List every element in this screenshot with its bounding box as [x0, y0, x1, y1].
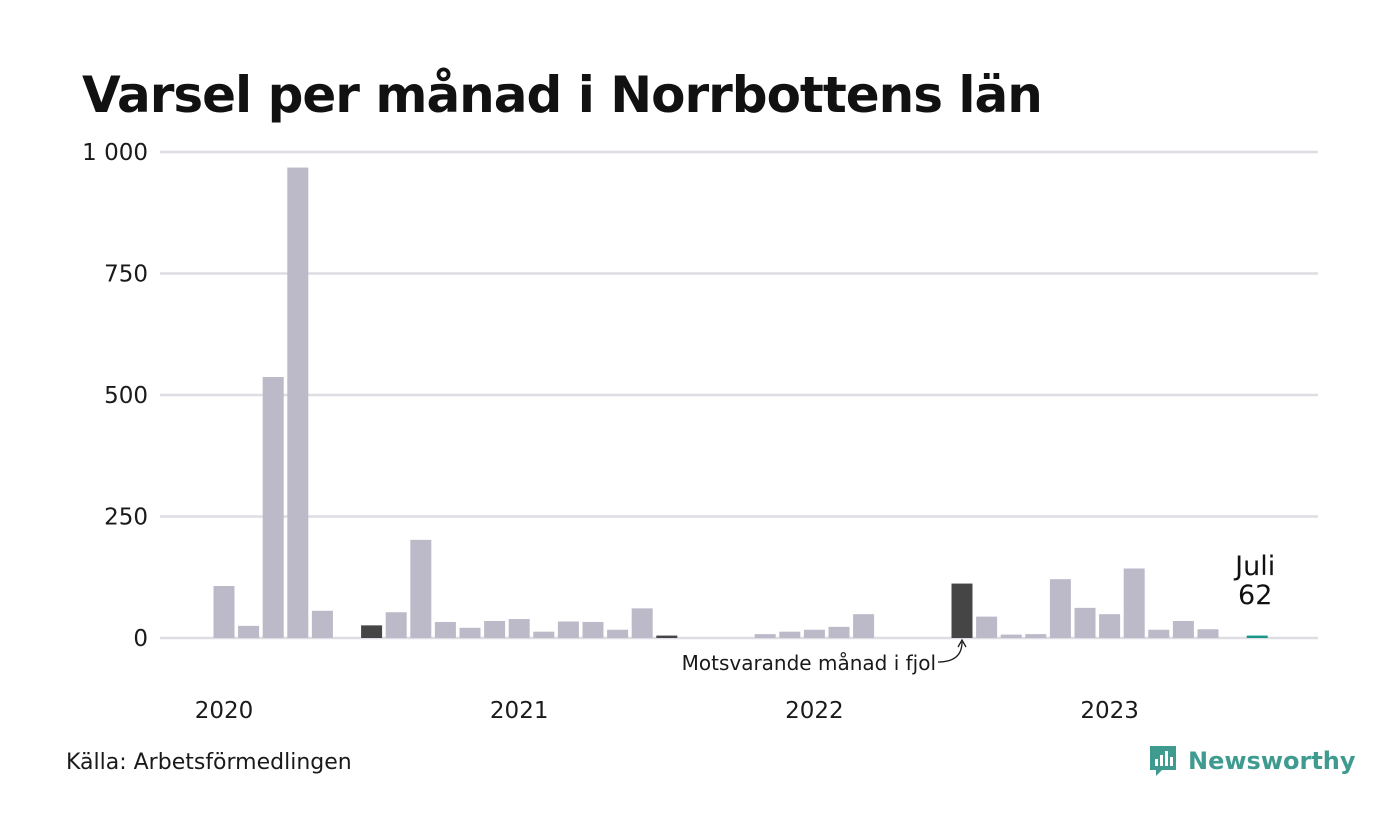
annotation-arrowhead [957, 638, 967, 648]
bar [508, 619, 530, 638]
bar [1025, 634, 1047, 638]
bar [607, 629, 629, 638]
bar [853, 614, 875, 638]
bar [361, 625, 383, 638]
bar [1197, 629, 1219, 638]
grid-lines [160, 150, 1318, 640]
year-label: 2022 [785, 698, 844, 724]
y-tick-label: 750 [104, 262, 148, 288]
bar [434, 621, 456, 638]
y-tick-label: 250 [104, 505, 148, 531]
annotation-text: Motsvarande månad i fjol [682, 651, 936, 675]
bar [533, 631, 555, 638]
bar [828, 626, 850, 638]
newsworthy-logo[interactable]: Newsworthy [1148, 744, 1356, 778]
bar [1172, 620, 1194, 638]
annotation-arrow [937, 641, 963, 663]
y-tick-label: 500 [104, 383, 148, 409]
bars [213, 167, 1268, 638]
bar [1148, 629, 1170, 638]
bar [976, 616, 998, 638]
bar [459, 627, 481, 638]
source-note: Källa: Arbetsförmedlingen [66, 750, 352, 775]
bar [1000, 634, 1022, 638]
bar [311, 610, 333, 638]
y-tick-label: 1 000 [82, 140, 148, 166]
chart-title: Varsel per månad i Norrbottens län [82, 66, 1043, 124]
y-tick-labels: 0 250 500 750 1 000 [82, 140, 148, 652]
bar [262, 377, 284, 638]
bar [484, 620, 506, 638]
highlight-value-label: 62 [1238, 580, 1272, 611]
bar [1123, 568, 1145, 638]
bar [213, 585, 235, 638]
bar [779, 631, 801, 638]
bar [951, 583, 973, 638]
bar [410, 539, 432, 638]
bar [582, 621, 604, 638]
bar [238, 625, 260, 638]
bar [385, 612, 407, 638]
bar [1099, 614, 1121, 638]
year-label: 2020 [195, 698, 254, 724]
bar [631, 608, 653, 638]
bar [557, 621, 579, 638]
bar [1049, 579, 1071, 638]
newsworthy-logo-text: Newsworthy [1188, 747, 1356, 775]
bar [1246, 635, 1268, 638]
year-labels: 2020 2021 2022 2023 [195, 698, 1139, 724]
bar [754, 634, 776, 638]
bar [1074, 607, 1096, 638]
highlight-month-label: Juli [1233, 551, 1275, 582]
year-label: 2023 [1080, 698, 1139, 724]
bar [803, 629, 825, 638]
y-tick-label: 0 [133, 626, 148, 652]
newsworthy-logo-icon [1150, 746, 1176, 776]
year-label: 2021 [490, 698, 549, 724]
bar [656, 635, 678, 638]
bar [287, 167, 309, 638]
